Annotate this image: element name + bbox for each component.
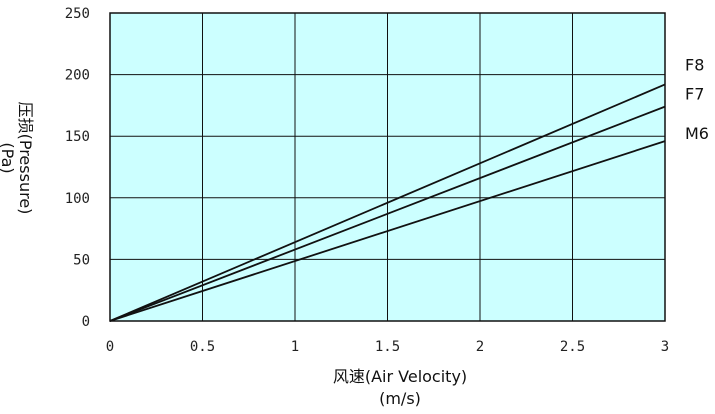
y-tick-label: 0 xyxy=(82,314,90,330)
legend-label-f7: F7 xyxy=(685,85,704,104)
x-axis-title: 风速(Air Velocity) xyxy=(333,367,467,386)
series-line-f7 xyxy=(109,105,666,322)
x-tick-label: 2.5 xyxy=(560,339,585,355)
x-axis-unit: (m/s) xyxy=(379,389,421,408)
legend-label-f8: F8 xyxy=(685,55,704,74)
series-lines xyxy=(109,83,666,322)
y-tick-label: 200 xyxy=(65,68,90,84)
y-tick-label: 50 xyxy=(73,252,90,268)
y-axis-unit: (Pa) xyxy=(0,142,17,173)
y-tick-label: 150 xyxy=(65,129,90,145)
x-tick-label: 0 xyxy=(106,339,114,355)
plot-frame xyxy=(109,12,666,322)
x-tick-labels: 0 0.5 1 1.5 2 2.5 3 xyxy=(106,339,669,355)
y-tick-labels: 0 50 100 150 200 250 xyxy=(65,6,90,330)
series-line-f8 xyxy=(109,83,666,322)
legend: F8 F7 M6 xyxy=(685,55,709,143)
x-tick-label: 1.5 xyxy=(375,339,400,355)
y-axis-title: 压损(Pressure) xyxy=(16,102,35,215)
x-tick-label: 2 xyxy=(476,339,484,355)
x-tick-label: 3 xyxy=(661,339,669,355)
series-line-m6 xyxy=(109,140,666,322)
x-tick-label: 1 xyxy=(291,339,299,355)
y-tick-label: 100 xyxy=(65,191,90,207)
grid-lines xyxy=(109,12,666,322)
x-tick-label: 0.5 xyxy=(190,339,215,355)
y-tick-label: 250 xyxy=(65,6,90,22)
legend-label-m6: M6 xyxy=(685,124,709,143)
